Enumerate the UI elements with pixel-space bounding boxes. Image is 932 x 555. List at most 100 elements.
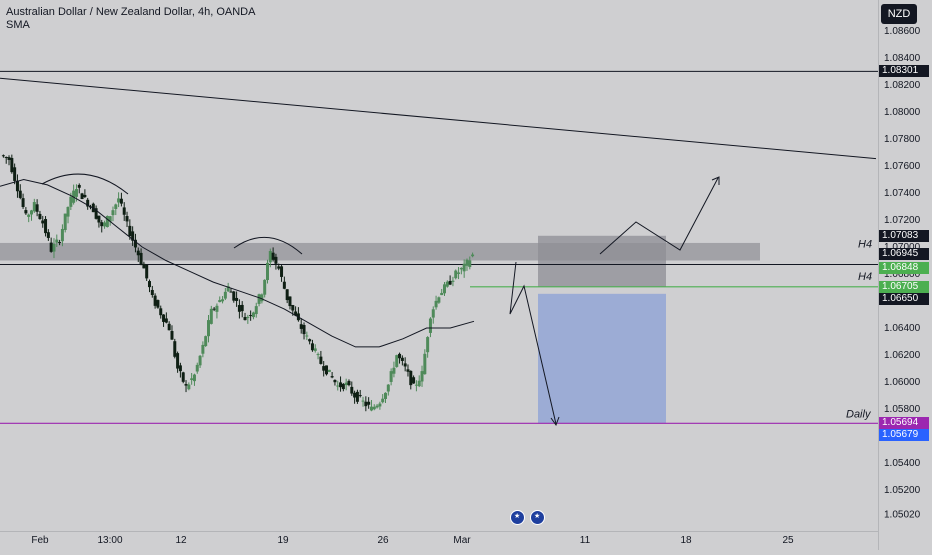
candle-down [285,289,289,301]
candle-down [41,220,45,224]
swing-arc [41,173,129,195]
candle-up [201,344,205,354]
candle-up [103,222,107,227]
candle-up [66,206,70,217]
price-tick-label: 1.05800 [884,404,921,415]
candle-up [457,272,461,274]
candle-up [468,260,472,268]
candle-down [232,291,236,301]
candle-down [310,343,314,351]
price-tick-label: 1.08000 [884,107,921,118]
candle-up [445,281,449,287]
candle-down [170,331,174,340]
candle-down [181,372,185,382]
candle-down [18,190,22,198]
candle-up [440,292,444,296]
candle-up [60,228,64,242]
candle-down [237,305,241,312]
candle-down [288,296,292,307]
candle-down [319,356,323,364]
candle-up [375,405,379,408]
price-tick-label: 1.06000 [884,377,921,388]
candle-down [1,155,5,157]
candle-down [162,314,166,322]
sma-line [0,178,475,348]
candle-up [344,382,348,386]
candle-up [372,406,376,410]
candle-down [364,401,368,407]
candle-down [133,239,137,248]
candle-up [251,312,255,318]
candle-down [77,184,81,188]
time-tick-label: 11 [579,535,591,546]
candle-up [74,189,78,197]
candle-up [431,309,435,318]
candle-down [406,369,410,372]
indicator-label-sma: SMA [6,19,30,31]
price-badge: 1.06945 [879,248,929,261]
price-tick-label: 1.08400 [884,53,921,64]
candle-down [240,304,244,312]
candle-up [389,371,393,382]
candle-up [428,318,432,333]
candle-down [294,311,298,316]
candle-down [86,199,90,207]
candle-down [243,317,247,321]
candle-up [305,335,309,337]
candle-up [471,254,475,257]
price-axis[interactable]: 1.08600 1.08400 1.08200 1.08000 1.07800 1.076… [878,0,932,550]
candle-up [414,384,418,386]
candle-up [336,385,340,387]
candle-down [83,194,87,198]
candle-up [465,259,469,266]
price-tick-label: 1.07000 [884,242,921,253]
candle-down [184,384,188,386]
time-tick-label: 25 [782,535,794,546]
time-axis[interactable]: Feb 13:00 12 19 26 Mar 11 18 25 [0,531,878,550]
price-tick-label: 1.06200 [884,350,921,361]
currency-button[interactable]: NZD [881,4,917,24]
candle-up [266,262,269,281]
candle-up [381,398,385,403]
candle-up [195,364,199,372]
price-tick-label: 1.08600 [884,26,921,37]
candle-up [63,213,67,230]
price-tick-label: 1.07800 [884,134,921,145]
candle-down [156,300,160,308]
candle-up [443,284,446,294]
candle-up [105,216,109,228]
au-flag-event-icon[interactable]: ★ [530,510,545,525]
candle-down [58,242,62,244]
candle-down [339,382,343,388]
candle-down [282,281,286,289]
time-tick-label: Feb [31,535,49,546]
candle-up [395,355,399,367]
chart-canvas[interactable]: H4 H4 Daily [0,0,878,531]
stop-loss-zone [538,235,666,287]
line-annotation-label: H4 [858,238,872,250]
candle-down [131,231,135,241]
price-tick-label: 1.05400 [884,458,921,469]
forecast-arrow-head [550,416,560,427]
price-tick-label: 1.07200 [884,215,921,226]
candle-up [327,369,331,372]
candle-down [173,341,177,357]
candle-down [7,157,11,160]
time-tick-label: Mar [453,535,471,546]
candle-up [384,392,387,399]
price-tick-label: 1.07400 [884,188,921,199]
candle-down [119,198,123,204]
time-tick-label: 18 [680,535,692,546]
candle-up [378,403,382,407]
candle-down [235,297,239,301]
candle-down [302,325,306,335]
candle-up [246,316,250,318]
candle-up [268,251,272,263]
candle-down [94,208,98,219]
chart-area[interactable]: H4 H4 Daily [0,0,878,531]
candle-up [111,210,115,216]
swing-arc [233,236,303,255]
au-flag-event-icon[interactable]: ★ [510,510,525,525]
candle-down [13,167,17,181]
candle-down [159,308,163,316]
